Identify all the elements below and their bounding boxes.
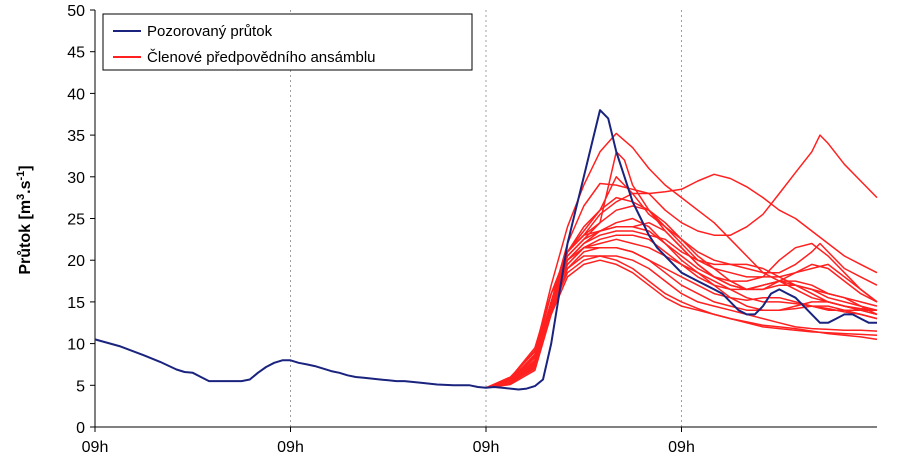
- legend-label-ensemble: Členové předpovědního ansámblu: [147, 49, 376, 66]
- legend-label-observed: Pozorovaný průtok: [147, 23, 273, 40]
- observed-series: [94, 109, 877, 391]
- y-tick-label: 5: [76, 378, 85, 395]
- legend-box: [102, 13, 473, 71]
- ensemble-member-line: [485, 132, 878, 389]
- ensemble-members: [485, 132, 878, 389]
- y-axis-ticks: 0 5 10 15 20 25 30 35 40 45 50: [67, 3, 95, 437]
- y-tick-label: 30: [67, 170, 85, 187]
- x-tick-label: 09h: [473, 439, 500, 456]
- y-tick-label: 45: [67, 45, 85, 62]
- y-axis-label-base: Průtok [m: [17, 200, 34, 275]
- y-tick-label: 40: [67, 86, 85, 103]
- legend: Pozorovaný průtok Členové předpovědního …: [102, 13, 473, 71]
- x-axis-ticks: 09h 09h 09h 09h: [82, 427, 695, 456]
- y-axis-label-sup2: -1: [15, 171, 27, 181]
- y-axis-label-mid: .s: [17, 180, 34, 193]
- ensemble-member-line: [485, 255, 878, 389]
- y-axis-label-sup1: 3: [15, 194, 27, 200]
- ensemble-member-line: [485, 255, 878, 389]
- y-tick-label: 35: [67, 128, 85, 145]
- observed-flow-line: [94, 109, 877, 391]
- ensemble-member-line: [485, 173, 878, 389]
- x-tick-label: 09h: [277, 439, 304, 456]
- x-tick-label: 09h: [668, 439, 695, 456]
- y-tick-label: 20: [67, 253, 85, 270]
- y-tick-label: 15: [67, 295, 85, 312]
- y-tick-label: 50: [67, 3, 85, 20]
- y-tick-label: 10: [67, 337, 85, 354]
- x-tick-label: 09h: [82, 439, 109, 456]
- y-tick-label: 25: [67, 212, 85, 229]
- y-axis-label: Průtok [m3.s-1]: [15, 165, 34, 274]
- x-gridlines: [290, 10, 682, 427]
- ensemble-member-line: [485, 151, 878, 389]
- y-tick-label: 0: [76, 420, 85, 437]
- y-axis-label-end: ]: [17, 165, 34, 170]
- ensemble-member-line: [485, 217, 878, 389]
